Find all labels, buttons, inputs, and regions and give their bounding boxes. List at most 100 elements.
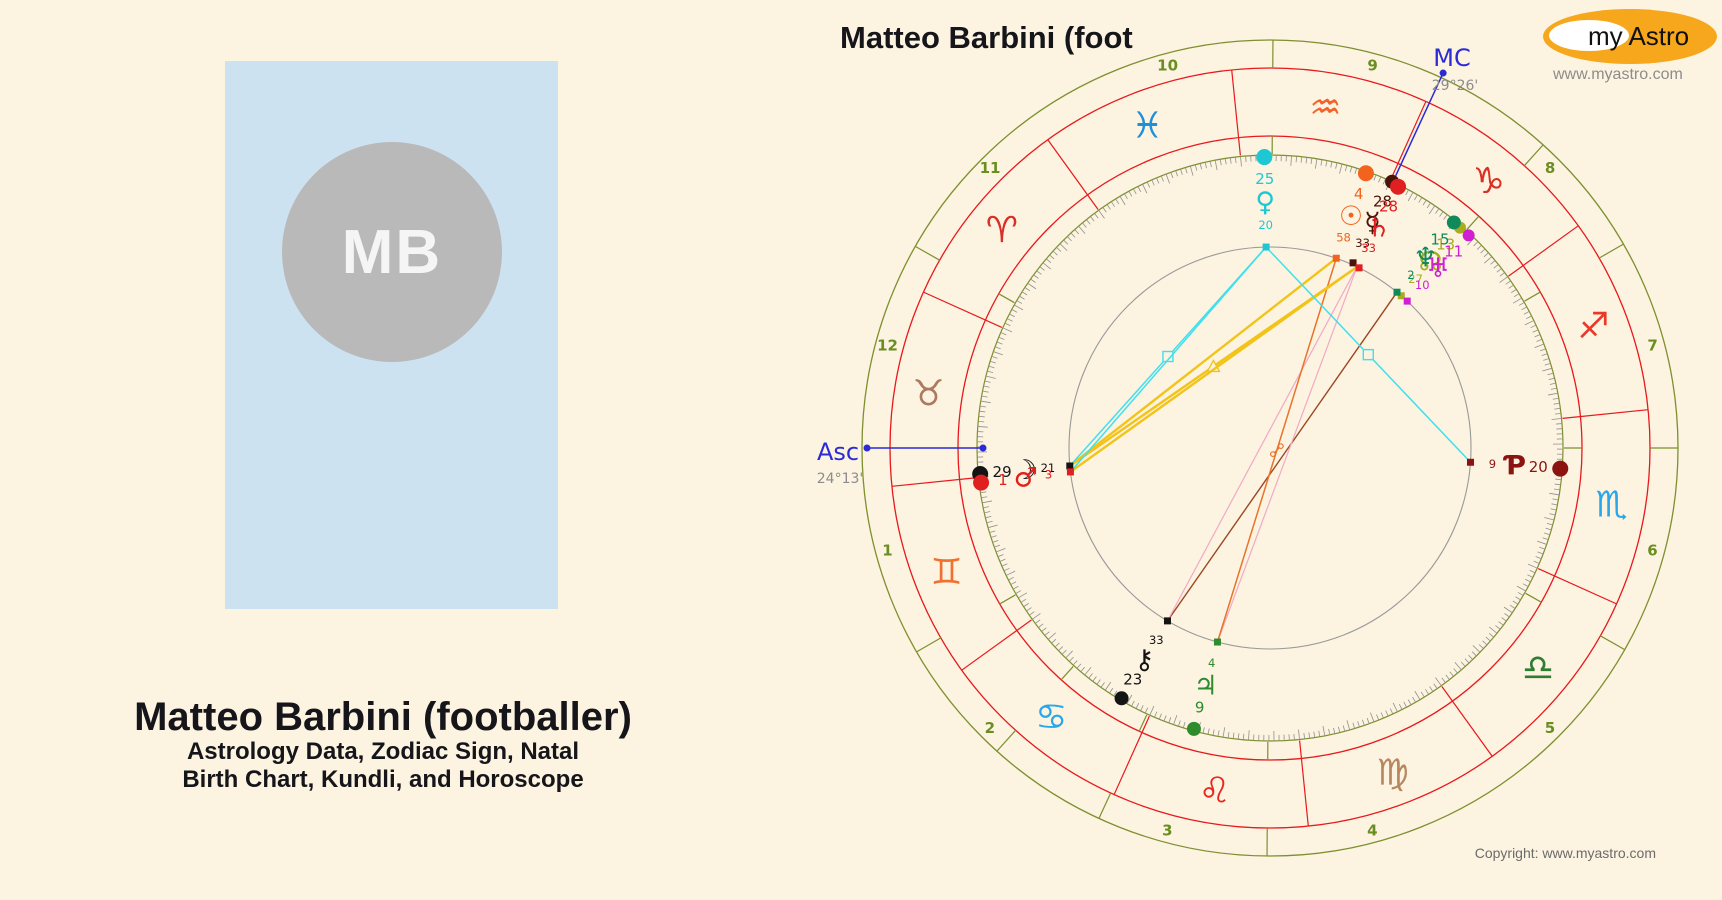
- sign-glyph-taurus: ♉: [912, 374, 944, 415]
- avatar: MB: [282, 142, 502, 362]
- venus-degree: 25: [1255, 170, 1274, 188]
- venus-dot: [1256, 149, 1273, 166]
- jupiter-hub-anchor: [1213, 638, 1221, 646]
- venus-icon: ♀: [1255, 187, 1275, 218]
- sign-boundary: [1231, 69, 1241, 156]
- house-number-11: 11: [980, 159, 1001, 177]
- logo-url: www.myastro.com: [1553, 66, 1683, 83]
- neptune-hub-anchor: [1393, 288, 1401, 296]
- profile-card: MB: [225, 61, 558, 609]
- sign-glyph-pisces: ♓: [1131, 106, 1163, 147]
- chiron-dot: [1114, 691, 1129, 706]
- pluto-icon: Ƥ: [1503, 450, 1526, 481]
- mars-degree: 1: [998, 471, 1008, 489]
- aspect-neptune-chiron: [1166, 291, 1398, 622]
- moon-degree: 29: [993, 463, 1012, 481]
- house-number-2: 2: [985, 719, 995, 737]
- sign-boundary: [1508, 225, 1579, 277]
- house-number-9: 9: [1367, 57, 1377, 75]
- mercury-minute: 33: [1355, 236, 1370, 250]
- site-logo[interactable]: my Astro: [1543, 9, 1717, 85]
- mars-hub-anchor: [1066, 468, 1074, 476]
- moon-minute: 21: [1041, 461, 1056, 475]
- mercury-hub-anchor: [1349, 259, 1357, 267]
- chiron-minute: 33: [1149, 633, 1164, 647]
- planet-neptune: ♆15 2: [1393, 215, 1461, 296]
- planet-venus: ♀25 20: [1255, 149, 1275, 251]
- chiron-degree: 23: [1123, 670, 1142, 688]
- sign-boundary: [891, 477, 978, 487]
- pluto-minute: 9: [1489, 457, 1496, 471]
- sign-boundary: [1441, 686, 1493, 757]
- uranus-degree: 11: [1444, 242, 1463, 260]
- sign-glyph-sagittarius: ♐: [1577, 306, 1609, 347]
- logo-inner-ellipse: [1549, 20, 1629, 51]
- moon-icon: ☽: [1013, 455, 1037, 486]
- uranus-dot: [1462, 229, 1475, 242]
- house-number-6: 6: [1647, 542, 1657, 560]
- profile-subtitle-line1: Astrology Data, Zodiac Sign, Natal: [186, 738, 580, 765]
- saturn-dot: [1390, 178, 1407, 195]
- house-number-7: 7: [1647, 337, 1657, 355]
- sun-minute: 58: [1336, 230, 1351, 244]
- avatar-initials: MB: [341, 217, 443, 287]
- uranus-icon: ♅: [1426, 253, 1450, 284]
- house-number-12: 12: [877, 336, 898, 354]
- logo-text: my Astro: [1588, 21, 1690, 51]
- saturn-degree: 28: [1379, 198, 1398, 216]
- sign-boundary: [1047, 139, 1099, 210]
- sign-boundary: [961, 619, 1032, 671]
- house-number-4: 4: [1367, 822, 1377, 840]
- saturn-hub-anchor: [1355, 264, 1363, 272]
- sign-boundary: [1390, 101, 1427, 181]
- moon-hub-anchor: [1066, 462, 1074, 470]
- aspect-venus-mars: [1069, 246, 1267, 473]
- opposition-aspect-icon: [1269, 443, 1284, 458]
- aspect-saturn-chiron: [1166, 266, 1358, 622]
- jupiter-minute: 4: [1208, 656, 1215, 670]
- mc-degree-label: 29°26': [1432, 78, 1478, 94]
- node-minute: 27: [1408, 272, 1423, 286]
- aspect-saturn-mars: [1069, 265, 1358, 473]
- asc-label: Asc: [817, 438, 859, 466]
- pluto-degree: 20: [1529, 458, 1548, 476]
- planet-uranus: ♅11 10: [1403, 229, 1475, 305]
- sign-boundary: [1562, 409, 1649, 419]
- sign-glyph-cancer: ♋: [1035, 697, 1067, 738]
- zodiac-signs: ♈ ♉ ♊ ♋ ♌ ♍ ♎ ♏ ♐ ♑ ♒ ♓: [891, 69, 1649, 827]
- jupiter-icon: ♃: [1194, 670, 1218, 701]
- sign-glyph-scorpio: ♏: [1595, 484, 1627, 525]
- node-degree: 13: [1436, 235, 1455, 253]
- sign-glyph-leo: ♌: [1198, 771, 1230, 812]
- house-number-3: 3: [1162, 821, 1172, 839]
- chiron-icon: ⚷: [1135, 645, 1155, 676]
- sign-glyph-capricorn: ♑: [1473, 161, 1505, 202]
- profile-subtitle-line2: Birth Chart, Kundli, and Horoscope: [182, 766, 584, 793]
- chart-title: Matteo Barbini (foot: [840, 20, 1133, 55]
- sign-glyph-aries: ♈: [986, 210, 1018, 251]
- saturn-minute: 33: [1361, 241, 1376, 255]
- planet-pluto: Ƥ 20 9: [1466, 450, 1569, 481]
- aspect-lines: [1069, 246, 1472, 643]
- sun-degree: 4: [1354, 185, 1364, 203]
- sign-boundary: [923, 291, 1003, 328]
- sign-glyph-virgo: ♍: [1377, 752, 1409, 793]
- mars-minute: 3: [1045, 468, 1052, 482]
- house-number-10: 10: [1157, 56, 1178, 74]
- house-number-1: 1: [882, 541, 892, 559]
- aspect-sun-moon: [1069, 257, 1338, 467]
- jupiter-degree: 9: [1195, 699, 1205, 717]
- profile-title: Matteo Barbini (footballer): [134, 695, 632, 739]
- neptune-icon: ♆: [1413, 242, 1437, 273]
- mars-dot: [973, 474, 990, 491]
- planet-mars: ♂ 1 3: [973, 462, 1074, 493]
- jupiter-dot: [1186, 721, 1201, 736]
- house-number-5: 5: [1545, 719, 1555, 737]
- sun-icon: ☉: [1339, 201, 1363, 232]
- square-aspect-icon: [1162, 350, 1174, 363]
- degree-ticks: [977, 155, 1563, 741]
- pluto-dot: [1552, 460, 1569, 477]
